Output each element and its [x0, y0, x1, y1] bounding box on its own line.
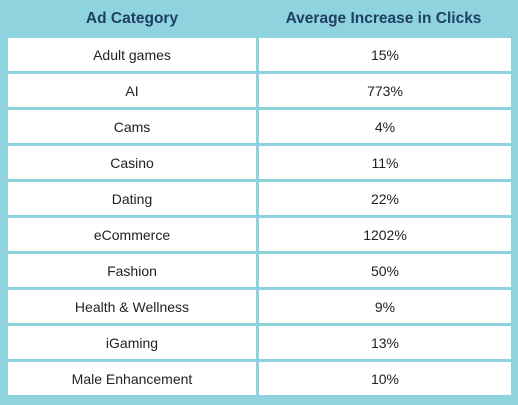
table-row: iGaming 13% — [8, 326, 511, 359]
increase-cell: 22% — [259, 182, 511, 215]
category-cell: Cams — [8, 110, 256, 143]
increase-cell: 4% — [259, 110, 511, 143]
category-cell: Dating — [8, 182, 256, 215]
table-row: Health & Wellness 9% — [8, 290, 511, 323]
table-body: Adult games 15% AI 773% Cams 4% Casino 11% Datin… — [8, 38, 511, 395]
table-row: Male Enhancement 10% — [8, 362, 511, 395]
increase-cell: 773% — [259, 74, 511, 107]
category-cell: Male Enhancement — [8, 362, 256, 395]
table-row: Adult games 15% — [8, 38, 511, 71]
category-cell: Casino — [8, 146, 256, 179]
table-row: Cams 4% — [8, 110, 511, 143]
increase-cell: 50% — [259, 254, 511, 287]
increase-cell: 11% — [259, 146, 511, 179]
increase-cell: 13% — [259, 326, 511, 359]
table-row: AI 773% — [8, 74, 511, 107]
table-row: Fashion 50% — [8, 254, 511, 287]
increase-cell: 15% — [259, 38, 511, 71]
table-row: Dating 22% — [8, 182, 511, 215]
table-row: Casino 11% — [8, 146, 511, 179]
category-cell: iGaming — [8, 326, 256, 359]
category-cell: Health & Wellness — [8, 290, 256, 323]
increase-cell: 9% — [259, 290, 511, 323]
table-header: Ad Category Average Increase in Clicks — [8, 0, 511, 38]
category-cell: Adult games — [8, 38, 256, 71]
category-cell: eCommerce — [8, 218, 256, 251]
increase-cell: 10% — [259, 362, 511, 395]
increase-cell: 1202% — [259, 218, 511, 251]
column-header-increase: Average Increase in Clicks — [285, 10, 482, 27]
column-header-category: Ad Category — [85, 10, 179, 27]
category-cell: AI — [8, 74, 256, 107]
table-row: eCommerce 1202% — [8, 218, 511, 251]
category-cell: Fashion — [8, 254, 256, 287]
